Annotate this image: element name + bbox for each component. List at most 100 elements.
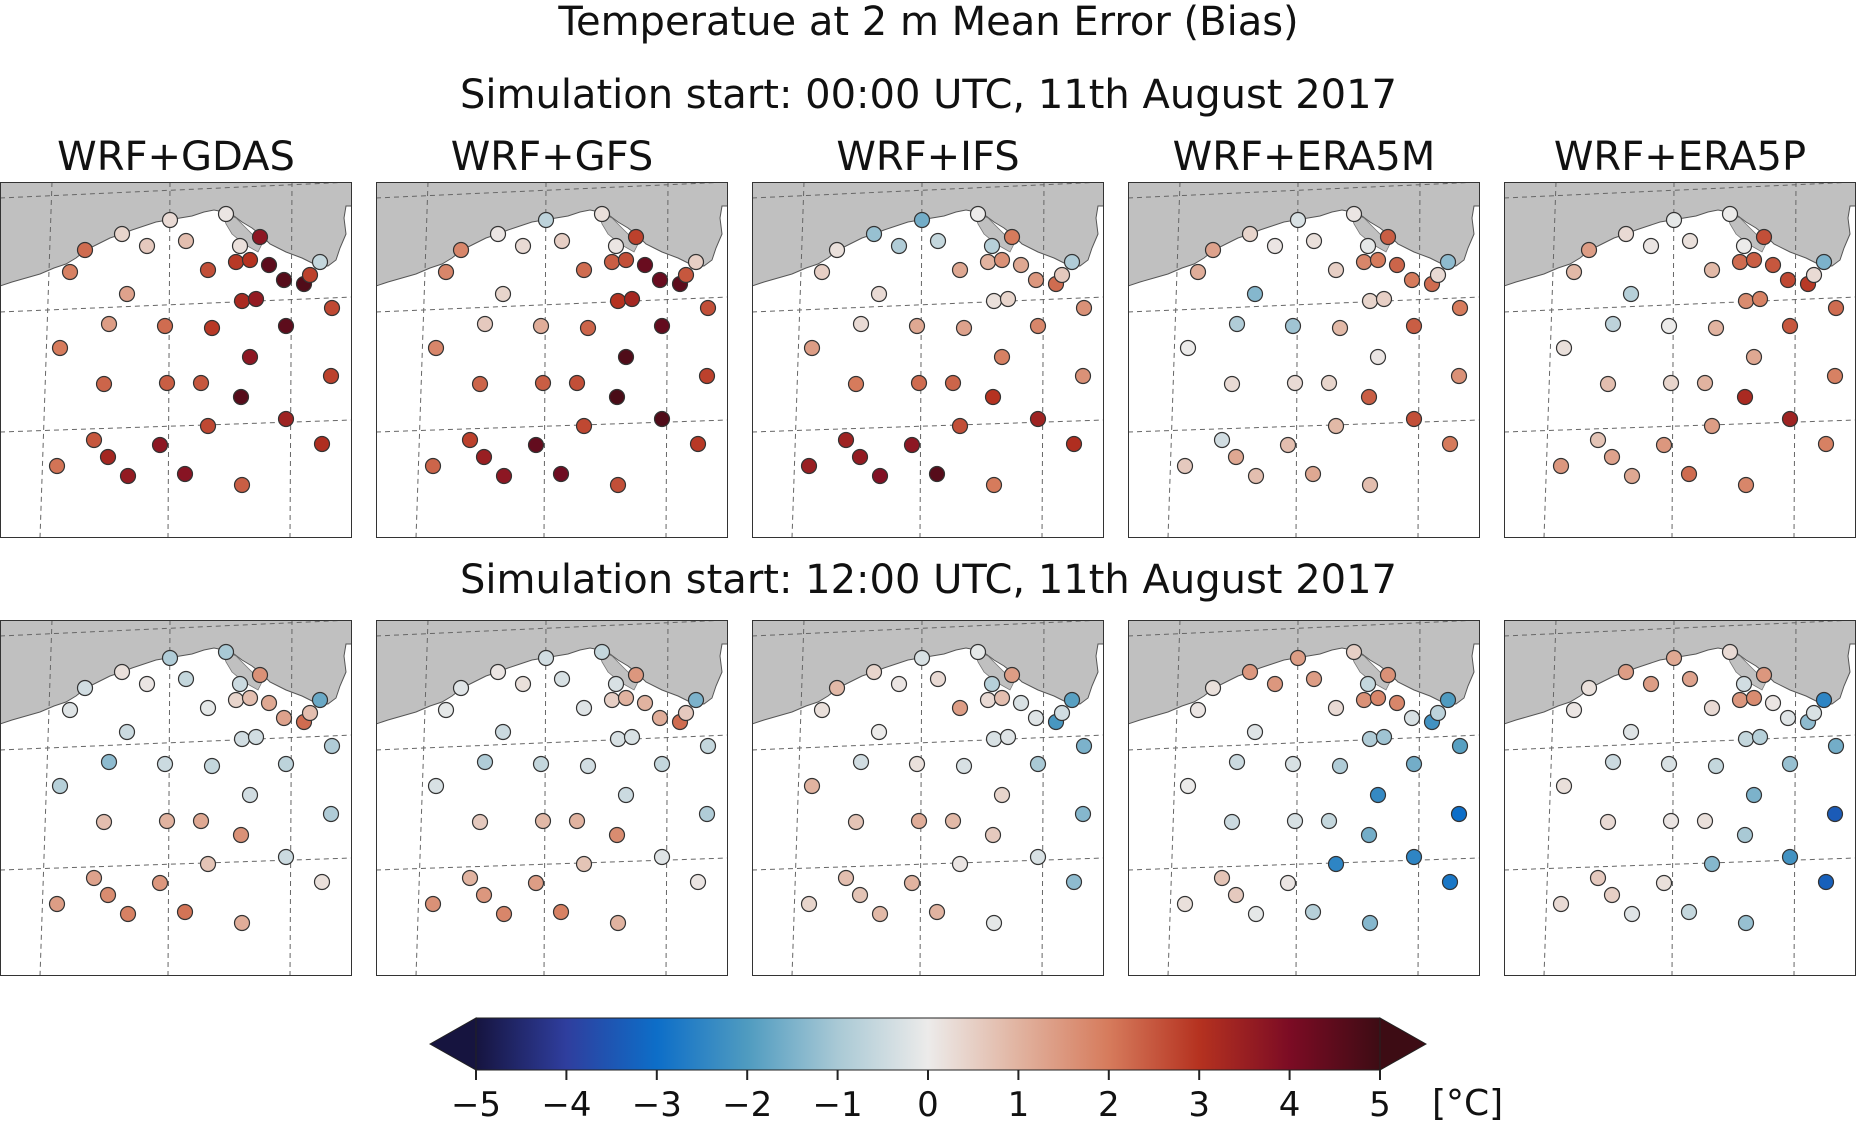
station-marker [113,225,131,243]
station-marker [1451,299,1469,317]
station-marker [1680,903,1698,921]
station-marker [1565,701,1583,719]
station-marker [1361,730,1379,748]
station-marker [301,266,319,284]
station-marker [1223,813,1241,831]
panel-frame [1504,182,1856,538]
station-marker [653,848,671,866]
station-marker [95,375,113,393]
station-marker [1815,253,1833,271]
station-marker [1817,873,1835,891]
row-title-00utc: Simulation start: 00:00 UTC, 11th August… [460,72,1397,118]
station-marker [985,292,1003,310]
station-marker [609,476,627,494]
land-area [376,620,728,725]
column-title-era5p: WRF+ERA5P [1553,134,1807,180]
colorbar-tick-label: 4 [1279,1085,1301,1125]
station-marker [1189,701,1207,719]
station-marker [1359,237,1377,255]
station-marker [1289,649,1307,667]
station-marker [1815,691,1833,709]
station-marker [1305,232,1323,250]
figure-title: Temperatue at 2 m Mean Error (Bias) [558,0,1299,45]
station-marker [534,374,552,392]
station-marker [1665,649,1683,667]
station-marker [1289,211,1307,229]
station-marker [313,435,331,453]
station-marker [1247,467,1265,485]
station-marker [847,375,865,393]
station-marker [999,728,1017,746]
station-marker [984,388,1002,406]
map-panel-gdas-row1 [0,182,352,538]
station-marker [1279,436,1297,454]
station-marker [955,319,973,337]
colorbar-tick-label: −4 [541,1085,591,1125]
station-marker [1451,737,1469,755]
station-marker [452,679,470,697]
graticule-line [1504,857,1856,871]
station-marker [951,417,969,435]
station-marker [1003,666,1021,684]
colorbar-tick-label: −1 [813,1085,863,1125]
station-marker [1805,266,1823,284]
station-marker [1707,757,1725,775]
station-marker [1327,699,1345,717]
station-marker [1662,374,1680,392]
land-area [376,182,728,287]
station-marker [1696,812,1714,830]
station-marker [636,694,654,712]
map-panel-era5m-row1 [1128,182,1480,538]
graticule-line [1504,734,1856,751]
station-marker [1286,374,1304,392]
station-marker [199,261,217,279]
station-marker [217,643,235,661]
station-marker [1681,232,1699,250]
station-marker [231,675,249,693]
station-marker [828,679,846,697]
station-marker [871,467,889,485]
station-marker [494,285,512,303]
station-marker [203,319,221,337]
station-marker [199,855,217,873]
column-title-era5m: WRF+ERA5M [1172,134,1436,180]
station-marker [1665,211,1683,229]
map-panel-era5p-row2 [1504,620,1856,976]
station-marker [476,315,494,333]
station-marker [1074,367,1092,385]
station-marker [1029,317,1047,335]
station-marker [851,886,869,904]
station-marker [1751,290,1769,308]
station-marker [1359,675,1377,693]
station-marker [1189,263,1207,281]
station-marker [247,728,265,746]
peninsula [221,649,263,691]
station-marker [1012,694,1030,712]
graticule-line [376,296,728,313]
station-marker [951,855,969,873]
land-area [0,182,352,287]
station-marker [1361,292,1379,310]
station-marker [85,431,103,449]
land-area [752,620,1104,725]
station-marker [323,737,341,755]
station-marker [475,886,493,904]
graticule-line [1504,620,1856,637]
colorbar-tick-label: 1 [1008,1085,1030,1125]
station-marker [495,905,513,923]
station-marker [323,299,341,317]
station-marker [241,348,259,366]
station-marker [161,211,179,229]
land-area [752,182,1104,287]
station-marker [275,271,293,289]
graticule-line [1504,419,1856,433]
station-marker [527,874,545,892]
station-marker [908,755,926,773]
station-marker [870,723,888,741]
station-marker [890,675,908,693]
station-marker [687,253,705,271]
station-marker [1075,737,1093,755]
station-marker [1213,869,1231,887]
station-marker [532,755,550,773]
peninsula [1349,211,1391,253]
